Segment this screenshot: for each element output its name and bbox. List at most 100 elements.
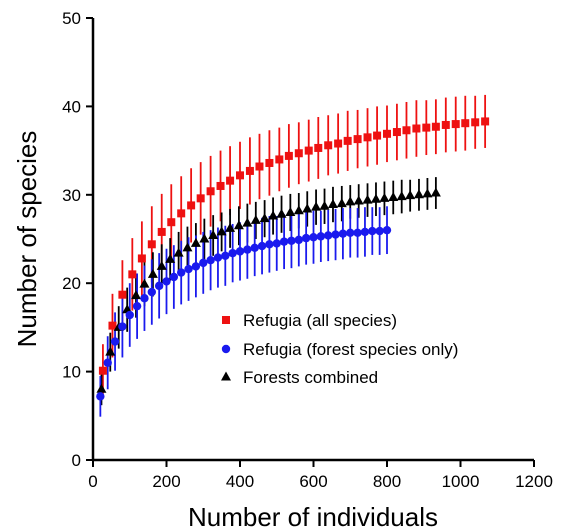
legend-item: Refugia (forest species only) <box>221 340 458 359</box>
data-point <box>216 181 225 190</box>
data-point <box>343 136 352 145</box>
data-point <box>235 247 245 256</box>
data-point <box>379 192 390 202</box>
data-point <box>309 233 318 242</box>
data-point <box>167 218 176 227</box>
data-point <box>177 209 186 218</box>
data-point <box>388 191 399 201</box>
series-points-circle <box>96 225 392 401</box>
data-point <box>285 206 296 216</box>
y-tick-label: 20 <box>62 274 81 293</box>
data-point <box>243 245 252 254</box>
data-point <box>199 258 208 268</box>
y-tick-label: 10 <box>62 363 81 382</box>
x-tick-label: 400 <box>226 472 254 491</box>
data-point <box>314 143 323 152</box>
data-point <box>118 322 127 331</box>
data-point <box>98 366 107 375</box>
data-point <box>275 155 284 164</box>
data-point <box>242 217 253 227</box>
x-tick-label: 800 <box>373 472 401 491</box>
data-point <box>173 247 184 257</box>
data-point <box>327 199 338 209</box>
series-points-triangle <box>96 187 441 393</box>
data-point <box>431 122 440 131</box>
data-point <box>360 227 370 237</box>
data-point <box>225 222 236 232</box>
data-point <box>353 228 362 238</box>
data-point <box>105 346 116 356</box>
ticks-layer: 0 200 400 600 800 1000 1200 0 10 20 30 40 50 <box>62 9 553 491</box>
data-point <box>370 193 381 203</box>
data-point <box>125 310 134 320</box>
data-point <box>396 191 407 201</box>
data-point <box>353 195 364 205</box>
data-point <box>226 176 235 185</box>
data-point <box>132 301 142 311</box>
data-point <box>184 264 193 274</box>
data-point <box>162 277 171 286</box>
data-point <box>481 117 490 126</box>
data-point <box>422 123 431 132</box>
y-tick-label: 0 <box>72 451 81 470</box>
data-point <box>245 166 254 175</box>
data-point <box>147 268 158 278</box>
data-point <box>190 237 201 247</box>
data-point <box>276 208 287 218</box>
data-point <box>208 229 219 239</box>
data-point <box>363 133 372 142</box>
x-axis-title: Number of individuals <box>188 502 438 530</box>
legend-item: Refugia (all species) <box>222 311 397 330</box>
data-point <box>268 210 279 220</box>
data-point <box>284 151 293 160</box>
data-point <box>103 358 112 367</box>
data-point <box>461 119 470 128</box>
data-point <box>165 253 176 263</box>
data-point <box>392 128 401 137</box>
data-point <box>216 226 227 236</box>
legend: Refugia (all species) Refugia (forest spe… <box>221 311 458 387</box>
data-point <box>346 228 355 238</box>
data-point <box>108 321 117 330</box>
data-point <box>382 225 392 235</box>
legend-label: Refugia (all species) <box>243 311 397 330</box>
data-point <box>156 260 167 270</box>
data-point <box>272 239 281 248</box>
data-point <box>118 290 127 299</box>
data-point <box>110 337 120 346</box>
data-point <box>265 240 274 249</box>
legend-label: Forests combined <box>243 368 378 387</box>
data-point <box>375 226 384 236</box>
data-point <box>294 149 303 158</box>
x-tick-label: 1000 <box>442 472 480 491</box>
data-point <box>362 194 373 204</box>
data-point <box>345 196 356 206</box>
data-point <box>402 126 411 135</box>
data-point <box>169 272 179 282</box>
data-point <box>316 232 326 241</box>
data-point <box>334 139 343 148</box>
legend-marker <box>222 316 230 324</box>
y-tick-label: 50 <box>62 9 81 28</box>
legend-item: Forests combined <box>221 368 378 387</box>
series-layer <box>96 94 490 417</box>
data-point <box>319 200 330 210</box>
data-point <box>96 383 107 393</box>
data-point <box>182 242 193 252</box>
legend-marker <box>221 371 231 381</box>
data-point <box>233 220 244 230</box>
data-point <box>279 237 289 246</box>
data-point <box>140 294 149 303</box>
x-tick-label: 200 <box>152 472 180 491</box>
data-point <box>422 188 433 198</box>
data-point <box>255 162 264 171</box>
data-point <box>250 243 259 253</box>
data-point <box>441 120 450 129</box>
data-point <box>250 214 261 224</box>
data-point <box>257 241 267 251</box>
data-point <box>228 248 237 258</box>
data-point <box>287 236 296 245</box>
data-point <box>206 256 215 265</box>
data-point <box>137 254 146 263</box>
series-points-square <box>98 117 490 375</box>
